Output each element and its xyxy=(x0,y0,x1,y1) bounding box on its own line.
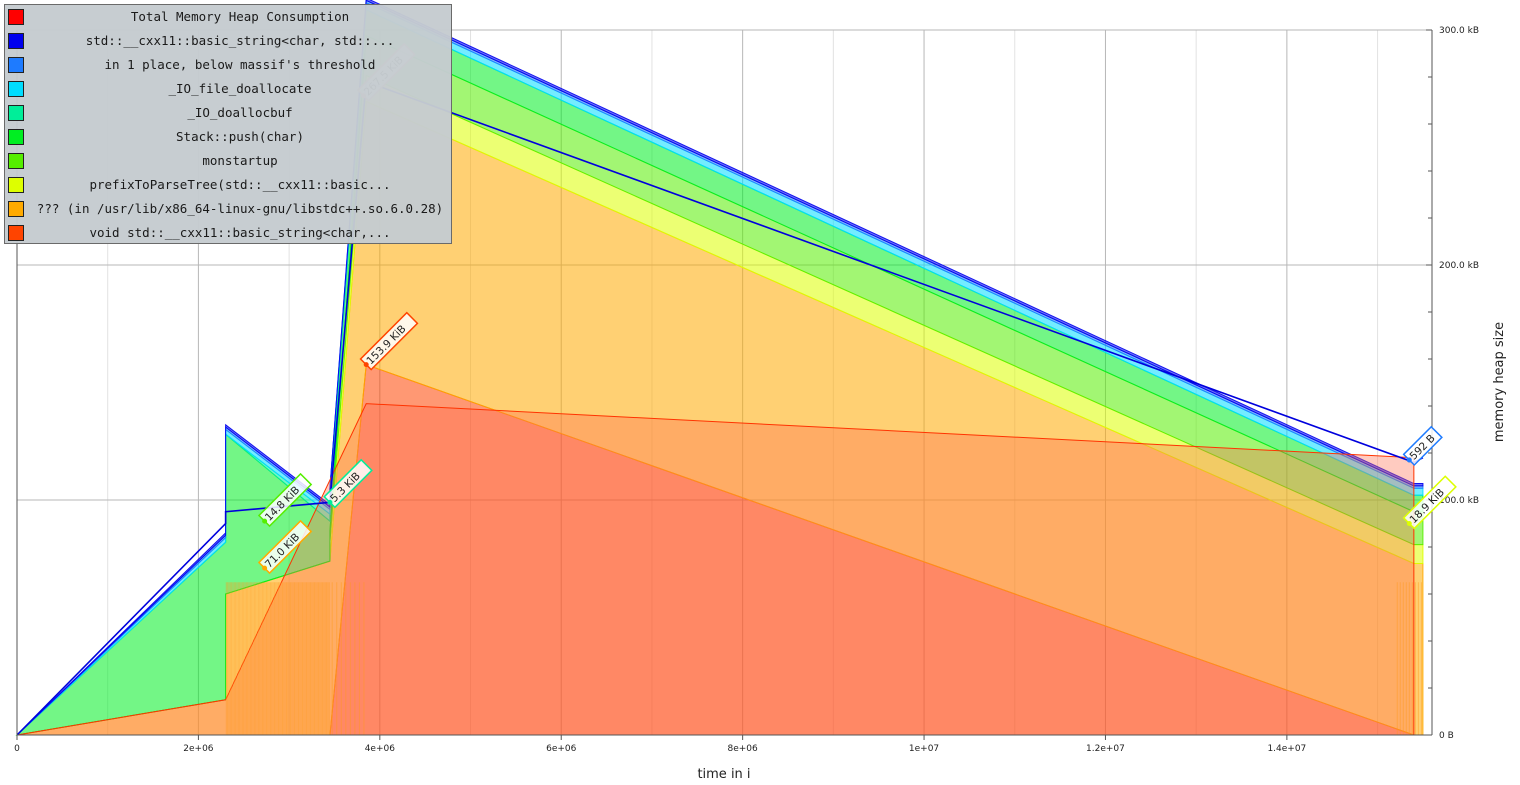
peak-marker xyxy=(1406,457,1412,463)
legend-item: ??? (in /usr/lib/x86_64-linux-gnu/libstd… xyxy=(5,197,451,221)
peak-marker xyxy=(363,362,369,368)
x-tick-label: 6e+06 xyxy=(546,744,577,754)
legend-swatch xyxy=(8,225,24,241)
y-tick-label: 100.0 kB xyxy=(1439,496,1479,506)
legend-label: std::__cxx11::basic_string<char, std::..… xyxy=(85,33,395,48)
legend-item: prefixToParseTree(std::__cxx11::basic... xyxy=(5,173,451,197)
legend-label: Stack::push(char) xyxy=(176,129,304,144)
legend-item: _IO_doallocbuf xyxy=(5,101,451,125)
legend-label: prefixToParseTree(std::__cxx11::basic... xyxy=(89,177,391,192)
legend-label: void std::__cxx11::basic_string<char,... xyxy=(89,225,391,240)
x-axis-title: time in i xyxy=(697,767,750,782)
legend-label: in 1 place, below massif's threshold xyxy=(104,57,376,72)
legend-item: std::__cxx11::basic_string<char, std::..… xyxy=(5,29,451,53)
legend-item: Total Memory Heap Consumption xyxy=(5,5,451,29)
legend-label: monstartup xyxy=(202,153,278,168)
legend-label: _IO_doallocbuf xyxy=(187,105,293,120)
legend-swatch xyxy=(8,9,24,25)
legend-swatch xyxy=(8,177,24,193)
y-tick-label: 0 B xyxy=(1439,731,1454,741)
x-tick-label: 0 xyxy=(14,744,20,754)
series-area: std::__cxx11::basic_string<char, std::..… xyxy=(16,0,1424,736)
legend-swatch xyxy=(8,81,24,97)
x-tick-label: 1.4e+07 xyxy=(1267,744,1306,754)
legend-label: Total Memory Heap Consumption xyxy=(130,9,350,24)
y-axis-title: memory heap size xyxy=(1492,322,1507,442)
x-tick-label: 2e+06 xyxy=(183,744,214,754)
stacked-areas: void std::__cxx11::basic_string<char,...… xyxy=(15,0,1424,736)
y-tick-label: 200.0 kB xyxy=(1439,261,1479,271)
legend-label: ??? (in /usr/lib/x86_64-linux-gnu/libstd… xyxy=(36,201,444,216)
peak-marker xyxy=(1406,521,1412,526)
x-tick-label: 1e+07 xyxy=(909,744,939,754)
legend-item: _IO_file_doallocate xyxy=(5,77,451,101)
x-tick-label: 4e+06 xyxy=(365,744,396,754)
legend-label: _IO_file_doallocate xyxy=(168,81,312,96)
peak-marker xyxy=(262,518,268,524)
peak-marker xyxy=(262,565,268,571)
peak-label: 592 B xyxy=(1402,425,1443,467)
x-tick-label: 8e+06 xyxy=(728,744,759,754)
legend-item: void std::__cxx11::basic_string<char,... xyxy=(5,221,451,245)
legend-swatch xyxy=(8,105,24,121)
legend-item: Stack::push(char) xyxy=(5,125,451,149)
x-tick-label: 1.2e+07 xyxy=(1086,744,1125,754)
legend-item: monstartup xyxy=(5,149,451,173)
chart-axes: 0 2e+06 4e+06 6e+06 8e+06 1e+07 1.2e+07 1.4e+07… xyxy=(14,26,1479,754)
legend-swatch xyxy=(8,153,24,169)
peak-marker xyxy=(327,499,333,505)
legend-swatch xyxy=(8,129,24,145)
y-tick-label: 300.0 kB xyxy=(1439,26,1479,36)
legend-swatch xyxy=(8,201,24,217)
legend-item: in 1 place, below massif's threshold xyxy=(5,53,451,77)
legend-swatch xyxy=(8,57,24,73)
legend-swatch xyxy=(8,33,24,49)
